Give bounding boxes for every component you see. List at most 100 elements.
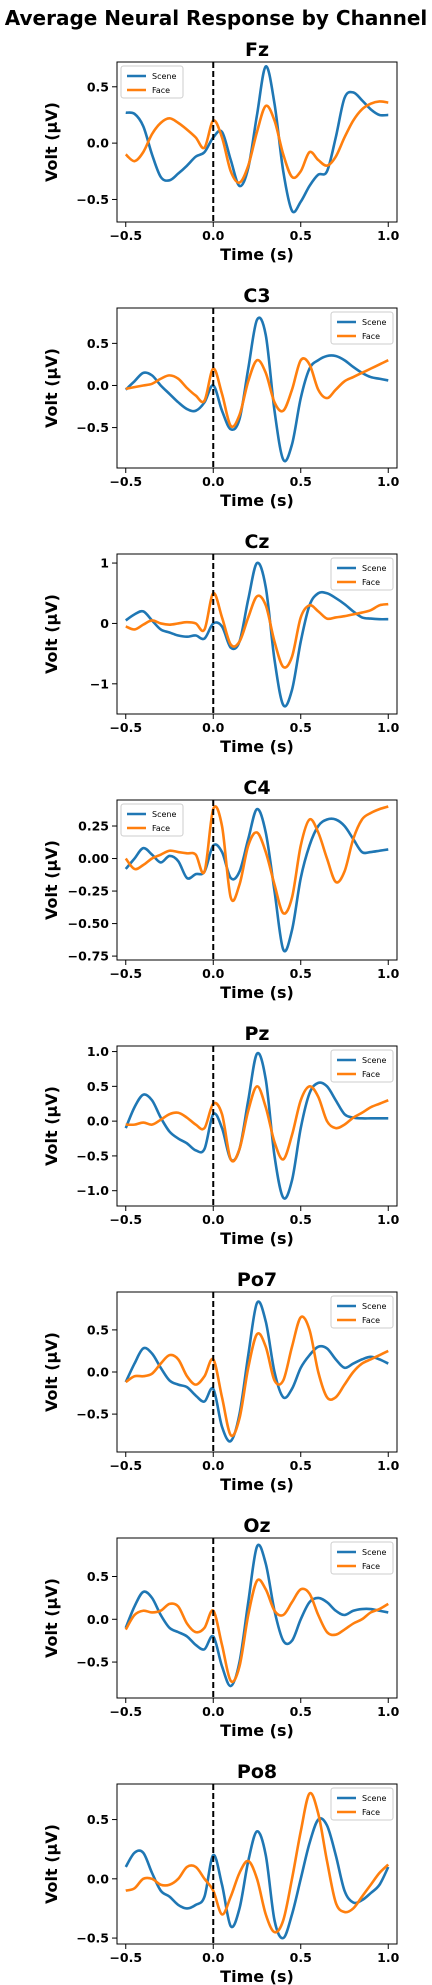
- axes-frame: [116, 1045, 398, 1207]
- y-tick-label: 0.0: [87, 1871, 109, 1886]
- legend-label: Face: [362, 1070, 380, 1079]
- y-tick-label: 0: [100, 616, 109, 631]
- series-line-scene: [124, 807, 389, 953]
- panel-title: Po8: [237, 1761, 277, 1783]
- legend-label: Scene: [152, 810, 176, 819]
- legend-label: Scene: [362, 318, 386, 327]
- y-tick-label: −0.5: [76, 420, 109, 435]
- series-line-face: [125, 357, 389, 429]
- panel-title: Pz: [245, 1023, 270, 1045]
- panel-cz: Cz −0.5 0.0 0.5 1.0 −1 0 1 Time (s) Volt (µV) Scen…: [42, 531, 400, 756]
- panel-c4: C4 −0.5 0.0 0.5 1.0 −0.75 −0.50 −0.25 0.00 0.25 Ti…: [42, 777, 400, 1002]
- y-tick-label: −0.5: [76, 192, 109, 207]
- legend-label: Scene: [362, 1302, 386, 1311]
- x-axis-label: Time (s): [220, 983, 294, 1002]
- series-line-scene: [124, 1817, 390, 1940]
- x-tick-label: 0.0: [202, 1458, 224, 1473]
- x-tick-label: 1.0: [377, 474, 399, 489]
- y-tick-label: −0.5: [76, 1931, 109, 1946]
- x-axis-label: Time (s): [220, 1721, 294, 1740]
- y-tick-label: −0.50: [68, 916, 110, 931]
- x-tick-label: −0.5: [109, 720, 142, 735]
- x-tick-label: 1.0: [377, 720, 399, 735]
- y-tick-label: 1: [100, 556, 109, 571]
- x-tick-label: 0.5: [290, 474, 312, 489]
- series-line-scene: [124, 1051, 389, 1200]
- legend-label: Face: [362, 1808, 380, 1817]
- axes-frame: [116, 307, 398, 469]
- series-line-scene: [124, 316, 389, 463]
- figure-title: Average Neural Response by Channel: [5, 6, 428, 30]
- y-axis-label: Volt (µV): [42, 1332, 61, 1412]
- axes-frame: [116, 1291, 398, 1453]
- legend-label: Face: [362, 1562, 380, 1571]
- series-line-face: [125, 1791, 390, 1934]
- x-tick-label: −0.5: [109, 1950, 142, 1965]
- legend: Scene Face: [120, 65, 184, 99]
- y-tick-label: −0.75: [68, 949, 109, 964]
- y-axis-label: Volt (µV): [42, 348, 61, 428]
- x-tick-label: 0.5: [290, 1704, 312, 1719]
- y-axis-label: Volt (µV): [42, 594, 61, 674]
- series-line-face: [125, 1085, 389, 1163]
- y-tick-label: 0.0: [87, 136, 109, 151]
- x-tick-label: 1.0: [377, 1950, 399, 1965]
- series-line-scene: [124, 1300, 389, 1443]
- panel-title: Po7: [237, 1269, 277, 1291]
- legend-label: Scene: [362, 564, 386, 573]
- legend: Scene Face: [330, 1541, 394, 1575]
- y-tick-label: 0.5: [87, 1322, 109, 1337]
- x-tick-label: 0.0: [202, 720, 224, 735]
- axes-frame: [116, 553, 398, 715]
- panel-c3: C3 −0.5 0.0 0.5 1.0 −0.5 0.0 0.5 Time (s) Volt (µ…: [42, 285, 400, 510]
- series-line-face: [124, 1315, 389, 1438]
- y-tick-label: −0.5: [76, 1655, 109, 1670]
- y-tick-label: 0.5: [87, 79, 109, 94]
- y-tick-label: 0.0: [87, 378, 109, 393]
- y-tick-label: 0.5: [87, 1812, 109, 1827]
- legend: Scene Face: [330, 557, 394, 591]
- x-tick-label: −0.5: [109, 1458, 142, 1473]
- axes-frame: [116, 61, 398, 223]
- x-axis-label: Time (s): [220, 1229, 294, 1248]
- x-tick-label: 0.5: [290, 966, 312, 981]
- y-tick-label: −0.5: [76, 1407, 109, 1422]
- y-tick-label: −1.0: [76, 1183, 109, 1198]
- x-tick-label: 0.0: [202, 1950, 224, 1965]
- legend: Scene Face: [330, 1787, 394, 1821]
- series-line-face: [124, 805, 389, 915]
- x-tick-label: −0.5: [109, 228, 142, 243]
- legend-label: Scene: [152, 72, 176, 81]
- y-tick-label: 0.25: [78, 819, 109, 834]
- legend-label: Scene: [362, 1794, 386, 1803]
- y-axis-label: Volt (µV): [42, 102, 61, 182]
- series-line-face: [124, 1578, 389, 1684]
- y-tick-label: −0.25: [68, 884, 109, 899]
- x-tick-label: 1.0: [377, 228, 399, 243]
- legend: Scene Face: [120, 803, 184, 837]
- x-tick-label: 0.0: [202, 228, 224, 243]
- y-axis-label: Volt (µV): [42, 840, 61, 920]
- legend-label: Face: [362, 332, 380, 341]
- y-tick-label: 0.0: [87, 1114, 109, 1129]
- x-axis-label: Time (s): [220, 491, 294, 510]
- x-tick-label: 0.5: [290, 1950, 312, 1965]
- x-tick-label: −0.5: [109, 966, 142, 981]
- x-tick-label: −0.5: [109, 1212, 142, 1227]
- series-line-face: [125, 591, 389, 669]
- x-tick-label: 0.5: [290, 1212, 312, 1227]
- panel-po8: Po8 −0.5 0.0 0.5 1.0 −0.5 0.0 0.5 Time (s) Volt (…: [42, 1761, 400, 1985]
- x-tick-label: 0.0: [202, 474, 224, 489]
- series-line-face: [124, 100, 389, 184]
- x-tick-label: −0.5: [109, 474, 142, 489]
- panel-title: C3: [243, 285, 270, 307]
- y-tick-label: 0.5: [87, 1079, 109, 1094]
- legend-label: Face: [362, 578, 380, 587]
- series-line-scene: [124, 1543, 389, 1688]
- x-tick-label: 0.0: [202, 966, 224, 981]
- axes-frame: [116, 1537, 398, 1699]
- y-axis-label: Volt (µV): [42, 1578, 61, 1658]
- y-tick-label: −1: [90, 676, 109, 691]
